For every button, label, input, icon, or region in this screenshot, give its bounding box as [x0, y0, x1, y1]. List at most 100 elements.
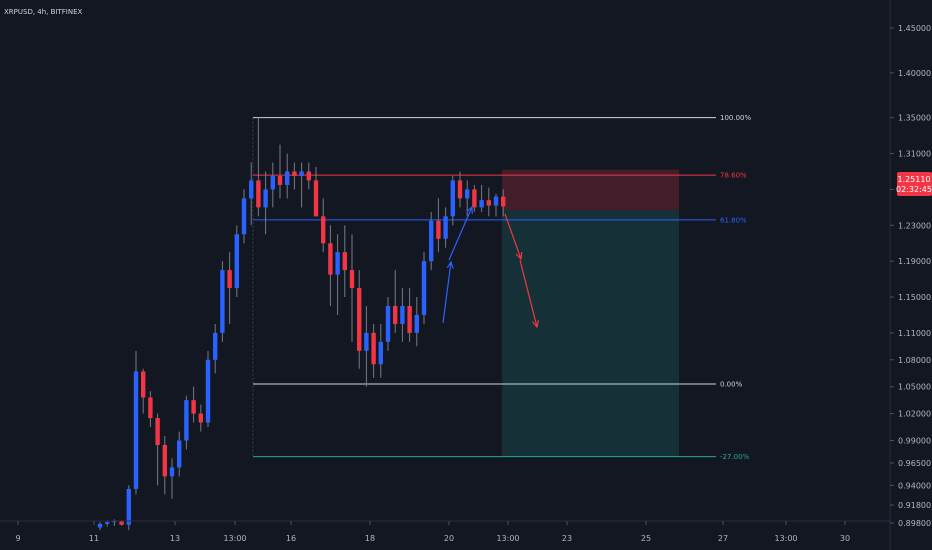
candle-body	[371, 332, 376, 365]
price-tick-label: 1.31000	[898, 150, 931, 159]
candle	[335, 234, 340, 315]
candle-body	[249, 180, 254, 199]
candle-body	[299, 171, 304, 176]
candle-body	[256, 180, 261, 208]
candle	[342, 225, 347, 298]
fib-level-label: 61.80%	[720, 216, 747, 224]
candle	[148, 391, 153, 428]
red-arrow-2	[519, 259, 539, 329]
short-position-tool[interactable]	[502, 169, 679, 457]
last-price-badge: 1.25110 02:32:45	[896, 172, 932, 196]
price-badge-bg	[897, 172, 932, 196]
arrow-path	[504, 213, 522, 260]
candle-body	[349, 270, 355, 289]
candle	[443, 207, 448, 248]
price-badge-value: 1.25110	[897, 175, 930, 184]
candle-body	[285, 171, 290, 185]
candle	[479, 184, 484, 212]
price-tick-label: 1.02000	[898, 410, 931, 419]
candle-body	[155, 418, 160, 445]
candle	[429, 211, 434, 271]
price-tick-label: 1.23000	[898, 221, 931, 230]
fib-retracement-tool[interactable]: 100.00% 78.60% 61.80% 0.00% -27.00%	[252, 114, 751, 461]
arrow-path	[442, 261, 452, 324]
candle	[177, 431, 182, 477]
candle	[400, 288, 405, 342]
candle-body	[227, 270, 232, 289]
price-tick-label: 1.15000	[898, 293, 931, 302]
price-tick-label: 1.45000	[898, 24, 931, 33]
price-tick-label: 1.05000	[898, 383, 931, 392]
arrow-head	[515, 251, 523, 261]
candle	[285, 153, 290, 199]
candle-body	[184, 400, 189, 441]
candle-body	[148, 397, 153, 419]
candle-body	[342, 252, 347, 271]
time-tick-label: 13:00	[774, 534, 797, 543]
candle-body	[385, 305, 391, 342]
candle	[198, 404, 203, 432]
price-tick-label: 1.11000	[898, 329, 931, 338]
time-tick-label: 16	[286, 534, 296, 543]
symbol-title: XRPUSD, 4h, BITFINEX	[4, 8, 83, 16]
candle-body	[112, 521, 117, 523]
candle	[371, 323, 376, 378]
candle-body	[414, 314, 419, 333]
candle-body	[321, 216, 326, 244]
arrow-head	[446, 260, 454, 269]
fib-level-label: 78.60%	[720, 172, 747, 180]
candle-body	[328, 243, 333, 275]
candle	[270, 162, 275, 208]
candle-body	[443, 216, 448, 239]
candle-body	[378, 341, 383, 365]
price-axis[interactable]: 1.450001.400001.350001.310001.270001.230…	[890, 24, 931, 528]
candle	[328, 225, 333, 306]
candle	[457, 171, 463, 208]
drawing-arrows[interactable]	[442, 205, 539, 329]
candle-body	[457, 180, 463, 199]
candle	[486, 187, 491, 217]
time-tick-label: 11	[89, 534, 99, 543]
candle	[450, 175, 455, 226]
candle	[493, 193, 499, 217]
candle	[436, 198, 441, 253]
candle-body	[97, 523, 103, 528]
candle	[227, 252, 232, 324]
candle-body	[277, 175, 283, 185]
price-tick-label: 1.40000	[898, 69, 931, 78]
candle-body	[335, 252, 340, 275]
candle-body	[313, 180, 319, 217]
candle	[364, 305, 369, 387]
candle	[277, 144, 283, 199]
candle	[393, 270, 398, 333]
candle	[407, 288, 412, 342]
candle-body	[234, 234, 239, 289]
candle	[414, 297, 419, 347]
candle-body	[213, 332, 218, 360]
candle-body	[241, 198, 247, 235]
candle-body	[486, 200, 491, 206]
candle-body	[119, 521, 124, 525]
candle-body	[105, 522, 110, 524]
arrow-head	[466, 205, 473, 215]
candle	[155, 413, 160, 486]
candle-body	[465, 189, 470, 199]
time-axis[interactable]: 9 11 13 13:00 16 18 20 13:00 23 25 27 13:00 30	[15, 521, 850, 543]
candle	[421, 252, 427, 324]
candle	[133, 350, 139, 495]
candle	[184, 395, 189, 450]
candle	[141, 368, 146, 414]
fib-level-label: 100.00%	[720, 114, 751, 122]
time-tick-label: 27	[718, 534, 728, 543]
candle	[256, 117, 261, 217]
price-tick-label: 1.19000	[898, 257, 931, 266]
price-tick-label: 0.99000	[898, 437, 931, 446]
time-tick-label: 18	[365, 534, 375, 543]
candle-body	[393, 305, 398, 324]
candle-body	[205, 359, 211, 423]
candle-body	[270, 175, 275, 190]
candle	[126, 485, 131, 531]
